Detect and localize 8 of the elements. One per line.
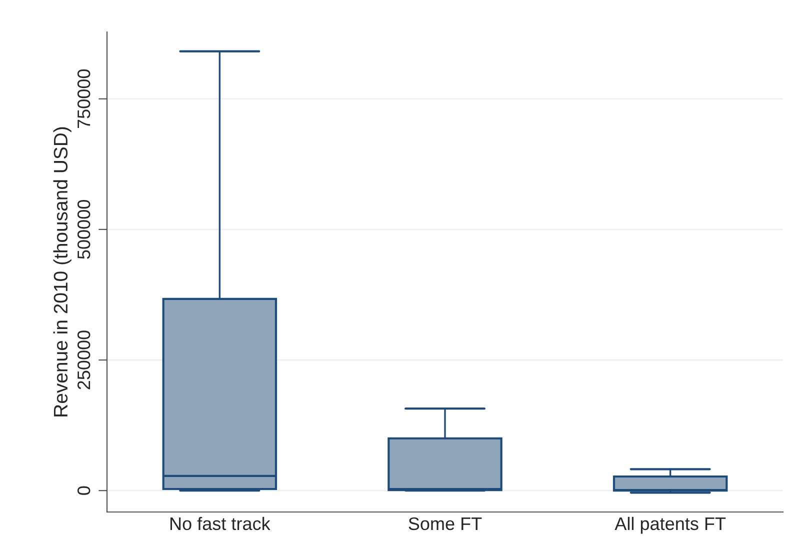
- x-tick-label: No fast track: [170, 516, 270, 530]
- y-tick-label: 750000: [77, 69, 90, 128]
- x-tick-label: All patents FT: [614, 516, 726, 534]
- y-tick-label: 250000: [77, 330, 90, 390]
- y-tick-label: 500000: [77, 200, 90, 259]
- y-axis-title: Revenue in 2010 (thousand USD): [53, 127, 72, 416]
- y-tick-label: 0: [77, 486, 90, 495]
- x-tick-label: Some FT: [408, 517, 482, 530]
